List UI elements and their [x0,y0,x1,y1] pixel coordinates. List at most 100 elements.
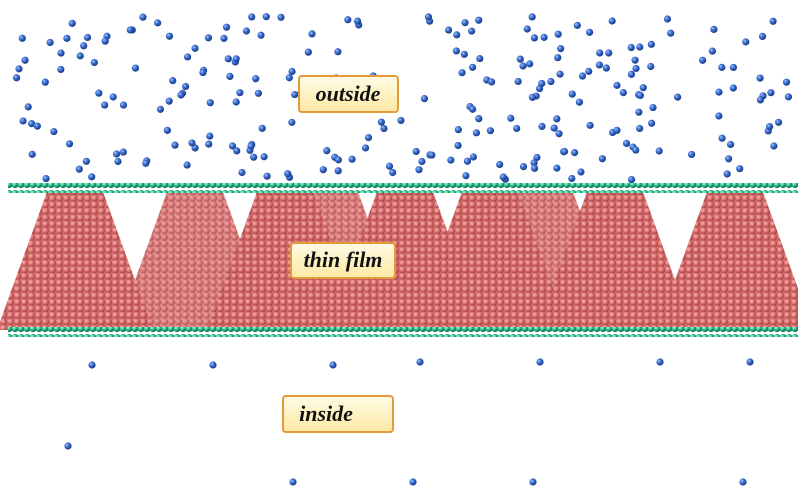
particle [334,48,342,56]
particle [528,13,536,21]
particle [627,175,636,184]
particle [636,91,644,100]
particle [75,165,83,173]
particle [28,150,36,158]
particle [428,151,436,159]
particle [758,32,767,41]
particle [206,99,214,107]
particle [238,168,246,177]
particle [113,150,121,158]
particle [547,77,555,86]
particle [205,140,213,148]
particle [412,147,420,156]
particle [710,25,718,34]
particle [475,16,483,24]
particle [171,141,179,149]
particle [554,30,562,38]
particle [560,147,569,156]
particle [415,166,423,174]
particle [80,42,88,50]
particle [598,155,606,163]
particle [513,124,521,133]
particle [715,112,723,120]
particle [770,142,778,150]
particle [468,27,476,35]
particle [729,84,737,92]
particle [475,115,483,123]
particle [469,153,478,161]
particle [68,19,76,27]
cone [657,192,798,330]
particle [635,108,643,116]
particle [236,89,244,97]
particle [377,118,385,126]
particle [698,56,707,64]
particle [729,63,738,72]
particle [90,58,98,67]
particle [656,358,664,366]
particle [469,105,477,113]
particle [242,27,251,35]
particle [568,174,576,183]
particle [57,65,65,74]
particle [83,33,92,42]
particle [596,49,604,57]
particle [220,34,228,42]
particle [507,114,515,122]
particle [536,358,544,366]
particle [361,144,370,152]
particle [746,358,754,366]
particle [165,97,173,105]
particle [50,127,58,136]
particle [114,157,122,166]
particle [631,56,639,64]
particle [12,74,21,82]
particle [304,48,312,56]
particle [463,157,472,165]
particle [254,89,263,97]
particle [154,19,162,27]
particle [165,32,174,40]
particle [555,130,563,138]
particle [24,103,32,111]
particle [262,13,270,21]
particle [585,67,593,75]
particle [726,140,735,149]
particle [163,126,171,134]
particle [529,478,537,486]
bottom-membrane [8,327,798,337]
particle [452,47,460,55]
particle [232,55,240,63]
particle [101,101,109,109]
particle [416,358,424,366]
solvent-particles-outside [12,13,793,184]
particle [573,21,581,29]
particle [769,17,777,25]
particle [602,64,610,72]
cone [537,192,693,330]
particle [250,153,258,161]
particle [530,34,538,42]
particle [329,361,337,369]
particle [409,478,417,486]
particle [627,70,636,78]
particle [553,164,561,172]
particle [82,157,90,165]
label-box [290,242,396,279]
particle [613,81,621,89]
particle [183,161,191,169]
particle [19,117,27,125]
particle [519,162,528,171]
particle [568,90,576,98]
particle [538,122,546,130]
solvent-particles-inside [64,358,754,486]
particle [528,93,537,101]
particle [739,478,747,486]
particle [472,129,480,137]
particle [765,122,774,131]
particle [499,173,507,181]
particle [57,49,65,57]
particle [64,442,72,450]
particle [177,91,185,99]
particle [169,77,177,85]
